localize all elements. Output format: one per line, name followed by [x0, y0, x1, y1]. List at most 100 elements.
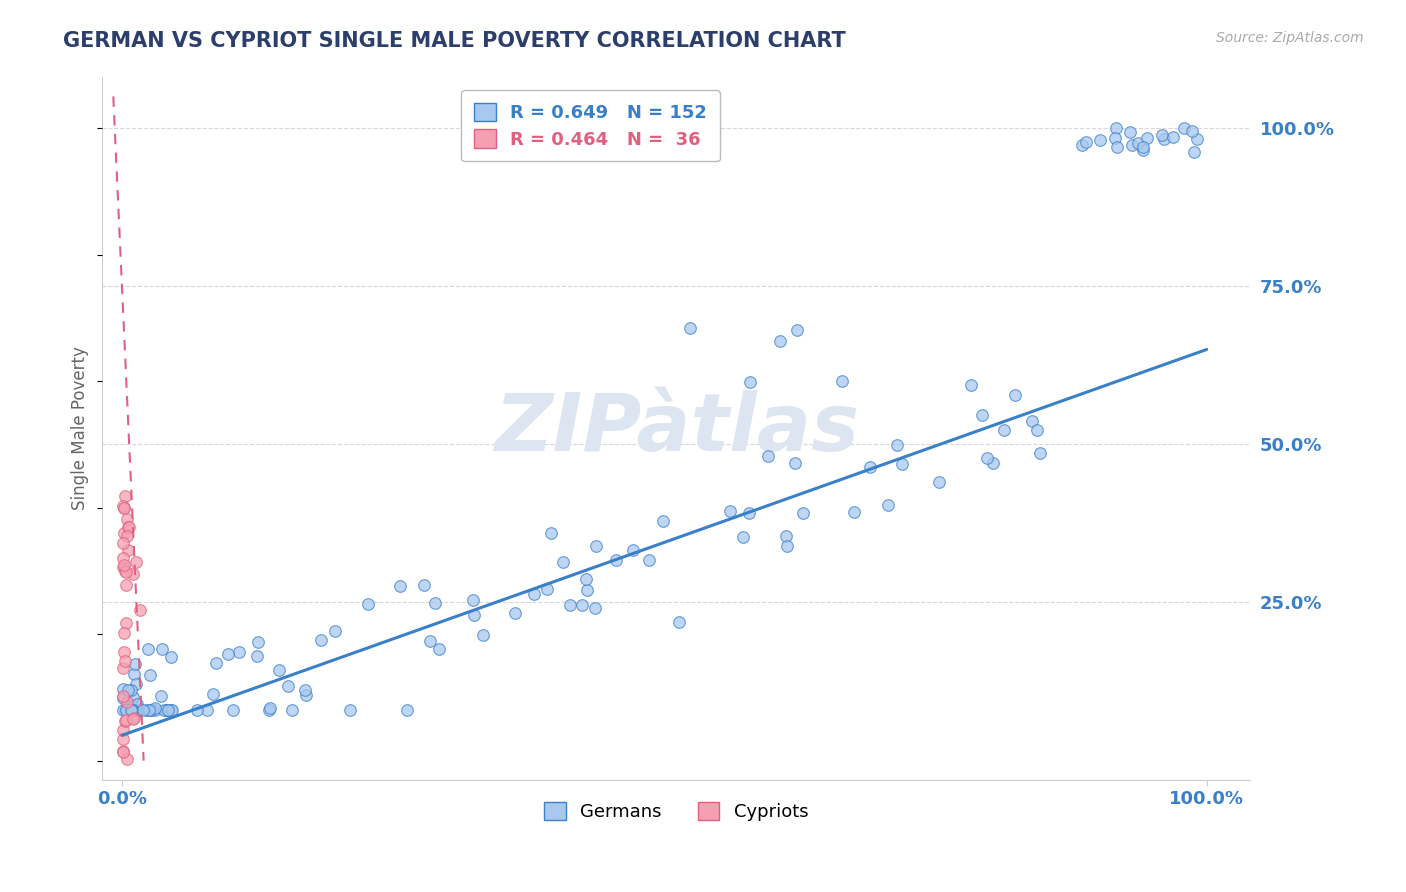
Point — [111, 731, 134, 746]
Point — [1105, 121, 1128, 136]
Point — [1185, 132, 1208, 146]
Point — [117, 511, 139, 525]
Point — [1150, 128, 1173, 142]
Point — [155, 703, 177, 717]
Point — [127, 703, 149, 717]
Point — [575, 572, 598, 586]
Point — [1071, 138, 1094, 153]
Point — [1136, 131, 1159, 145]
Point — [117, 542, 139, 557]
Point — [136, 641, 159, 656]
Point — [129, 603, 152, 617]
Point — [463, 607, 485, 622]
Point — [112, 691, 135, 706]
Point — [115, 565, 138, 579]
Point — [1126, 136, 1149, 151]
Point — [357, 597, 380, 611]
Point — [124, 667, 146, 681]
Point — [139, 703, 162, 717]
Point — [124, 703, 146, 717]
Point — [859, 459, 882, 474]
Point — [257, 703, 280, 717]
Point — [117, 703, 139, 717]
Point — [125, 555, 148, 569]
Point — [505, 606, 527, 620]
Point — [277, 679, 299, 693]
Text: ZIPàtlas: ZIPàtlas — [494, 390, 859, 467]
Point — [389, 578, 412, 592]
Point — [205, 656, 228, 670]
Point — [120, 703, 142, 717]
Point — [259, 701, 281, 715]
Point — [114, 714, 136, 729]
Point — [118, 520, 141, 534]
Point — [112, 525, 135, 540]
Point — [756, 449, 779, 463]
Point — [122, 702, 145, 716]
Point — [571, 598, 593, 612]
Point — [122, 566, 145, 581]
Point — [114, 703, 136, 717]
Point — [1182, 145, 1205, 159]
Point — [222, 703, 245, 717]
Point — [831, 374, 853, 388]
Point — [775, 529, 797, 543]
Point — [186, 703, 208, 717]
Point — [540, 526, 562, 541]
Point — [536, 582, 558, 596]
Point — [738, 506, 761, 520]
Point — [127, 703, 149, 717]
Point — [149, 690, 172, 704]
Point — [111, 689, 134, 703]
Point — [117, 752, 139, 766]
Point — [141, 703, 163, 717]
Point — [786, 323, 808, 337]
Point — [115, 703, 138, 717]
Point — [246, 648, 269, 663]
Point — [111, 661, 134, 675]
Point — [679, 321, 702, 335]
Point — [112, 500, 135, 515]
Point — [637, 553, 659, 567]
Point — [558, 599, 581, 613]
Point — [976, 450, 998, 465]
Point — [114, 616, 136, 631]
Point — [112, 645, 135, 659]
Point — [145, 701, 167, 715]
Point — [125, 697, 148, 711]
Point — [1104, 131, 1126, 145]
Point — [228, 645, 250, 659]
Point — [150, 642, 173, 657]
Point — [1025, 423, 1047, 437]
Point — [125, 677, 148, 691]
Point — [162, 703, 184, 717]
Point — [785, 456, 807, 470]
Point — [111, 551, 134, 566]
Point — [960, 377, 983, 392]
Point — [114, 703, 136, 717]
Point — [738, 375, 761, 389]
Point — [112, 558, 135, 572]
Point — [155, 703, 177, 717]
Point — [472, 628, 495, 642]
Point — [124, 657, 146, 671]
Point — [114, 489, 136, 503]
Point — [652, 514, 675, 528]
Point — [1163, 129, 1185, 144]
Point — [114, 703, 136, 717]
Point — [576, 582, 599, 597]
Text: GERMAN VS CYPRIOT SINGLE MALE POVERTY CORRELATION CHART: GERMAN VS CYPRIOT SINGLE MALE POVERTY CO… — [63, 31, 846, 51]
Point — [114, 578, 136, 592]
Point — [122, 690, 145, 704]
Point — [111, 745, 134, 759]
Point — [111, 559, 134, 574]
Point — [117, 703, 139, 717]
Point — [121, 703, 143, 717]
Point — [419, 634, 441, 648]
Point — [1088, 133, 1111, 147]
Point — [127, 703, 149, 717]
Point — [115, 714, 138, 728]
Point — [412, 578, 434, 592]
Point — [427, 641, 450, 656]
Point — [136, 703, 159, 717]
